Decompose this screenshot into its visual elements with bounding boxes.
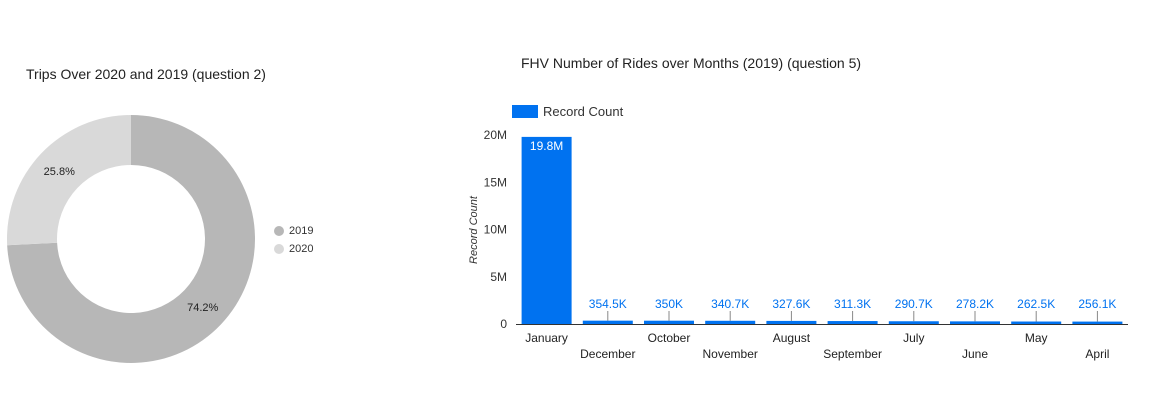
donut-chart-title: Trips Over 2020 and 2019 (question 2) xyxy=(26,66,266,82)
donut-legend-item-2019[interactable]: 2019 xyxy=(274,222,313,240)
x-tick-label: April xyxy=(1085,347,1109,361)
bar-august[interactable] xyxy=(766,320,817,324)
x-tick-label: June xyxy=(962,347,988,361)
donut-label-2020: 25.8% xyxy=(44,166,75,178)
legend-swatch-2019 xyxy=(274,226,284,236)
y-tick-label: 20M xyxy=(484,128,507,142)
bar-value-label: 340.7K xyxy=(711,297,749,311)
x-tick-label: January xyxy=(525,331,568,345)
bar-value-label: 19.8M xyxy=(530,139,563,153)
bar-value-label: 311.3K xyxy=(834,297,871,311)
donut-slice-2020[interactable] xyxy=(7,115,131,246)
y-tick-label: 5M xyxy=(490,270,507,284)
donut-slice-2019[interactable] xyxy=(7,115,255,363)
bar-value-label: 327.6K xyxy=(772,297,810,311)
legend-label-2019: 2019 xyxy=(289,225,314,237)
donut-chart: 74.2% 25.8% xyxy=(7,115,255,363)
bar-may[interactable] xyxy=(1011,321,1062,324)
bar-legend-label: Record Count xyxy=(543,104,624,119)
x-tick-label: November xyxy=(703,347,758,361)
x-tick-label: August xyxy=(773,331,811,345)
bar-legend-swatch xyxy=(512,105,538,118)
legend-swatch-2020 xyxy=(274,244,284,254)
donut-label-2019: 74.2% xyxy=(187,302,218,314)
x-tick-label: December xyxy=(580,347,635,361)
bar-april[interactable] xyxy=(1072,321,1123,324)
donut-legend-item-2020[interactable]: 2020 xyxy=(274,240,313,258)
bar-chart-title: FHV Number of Rides over Months (2019) (… xyxy=(521,55,862,71)
donut-legend: 2019 2020 xyxy=(274,222,313,258)
bar-december[interactable] xyxy=(582,320,633,324)
bar-july[interactable] xyxy=(888,321,939,324)
bar-june[interactable] xyxy=(950,321,1000,324)
bar-value-label: 262.5K xyxy=(1017,297,1055,311)
x-tick-label: October xyxy=(648,331,691,345)
bar-value-label: 354.5K xyxy=(589,297,627,311)
x-tick-label: May xyxy=(1025,331,1048,345)
bar-september[interactable] xyxy=(827,321,878,324)
y-tick-label: 15M xyxy=(484,175,507,189)
y-tick-label: 0 xyxy=(500,317,507,331)
legend-label-2020: 2020 xyxy=(289,243,314,255)
bar-value-label: 350K xyxy=(655,297,683,311)
y-axis-title: Record Count xyxy=(468,195,480,264)
y-tick-label: 10M xyxy=(484,223,507,237)
bar-value-label: 290.7K xyxy=(895,297,933,311)
x-tick-label: September xyxy=(823,347,882,361)
x-tick-label: July xyxy=(903,331,924,345)
bar-value-label: 256.1K xyxy=(1078,297,1116,311)
bar-november[interactable] xyxy=(705,320,756,324)
bar-january[interactable] xyxy=(521,136,572,324)
bar-legend[interactable]: Record Count xyxy=(512,104,623,119)
bar-october[interactable] xyxy=(644,320,694,324)
bar-value-label: 278.2K xyxy=(956,297,994,311)
